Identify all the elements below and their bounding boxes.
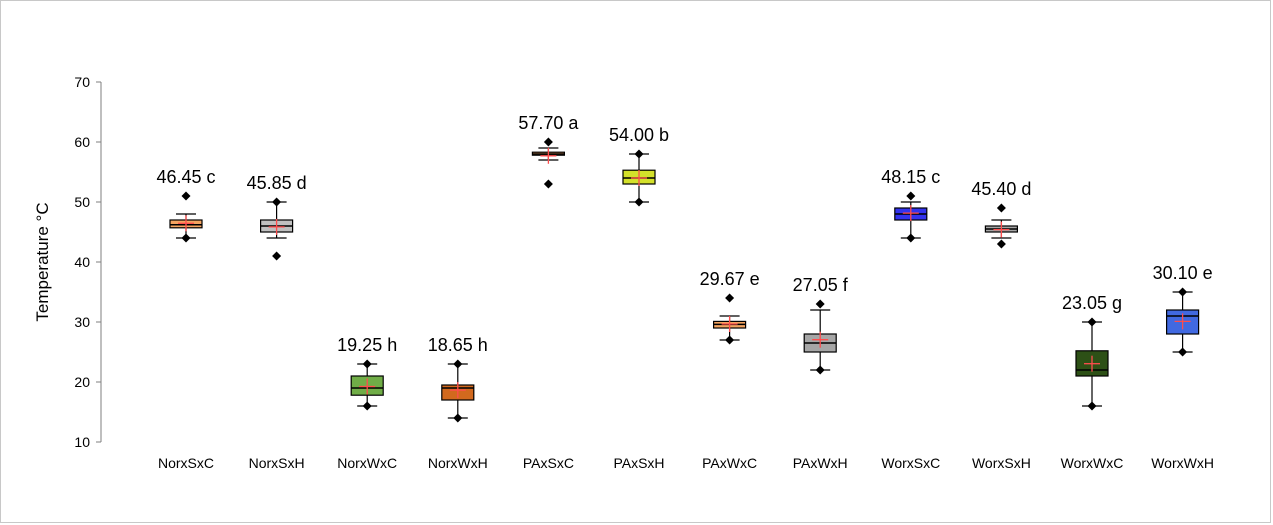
outlier-point xyxy=(543,137,553,147)
y-tick-label: 20 xyxy=(74,374,90,390)
annotation-label: 48.15 c xyxy=(881,167,940,187)
outlier-point xyxy=(634,197,644,207)
annotation-label: 45.85 d xyxy=(247,173,307,193)
outlier-point xyxy=(543,179,553,189)
outlier-point xyxy=(725,293,735,303)
box-PAxSxH: 54.00 b xyxy=(609,125,669,207)
y-tick-label: 40 xyxy=(74,254,90,270)
boxes-layer: 46.45 c 45.85 d 19.25 h 18.65 h 57.70 a 54.00… xyxy=(156,113,1213,423)
box-WorxWxH: 30.10 e xyxy=(1153,263,1213,357)
category-label: PAxWxH xyxy=(793,455,848,471)
y-tick-label: 30 xyxy=(74,314,90,330)
outlier-point xyxy=(906,191,916,201)
annotation-label: 27.05 f xyxy=(793,275,849,295)
y-tick-label: 10 xyxy=(74,434,90,450)
annotation-label: 30.10 e xyxy=(1153,263,1213,283)
outlier-point xyxy=(996,203,1006,213)
outlier-point xyxy=(815,299,825,309)
box-PAxSxC: 57.70 a xyxy=(518,113,579,189)
category-label: WorxSxH xyxy=(972,455,1031,471)
outlier-point xyxy=(815,365,825,375)
outlier-point xyxy=(1087,401,1097,411)
outlier-point xyxy=(272,251,282,261)
category-label: NorxWxC xyxy=(337,455,397,471)
outlier-point xyxy=(181,233,191,243)
outlier-point xyxy=(181,191,191,201)
box-NorxSxC: 46.45 c xyxy=(156,167,216,243)
x-axis-labels: NorxSxC NorxSxH NorxWxC NorxWxH PAxSxC PAxSxH… xyxy=(158,455,1214,471)
annotation-label: 29.67 e xyxy=(700,269,760,289)
category-label: NorxSxC xyxy=(158,455,214,471)
category-label: WorxSxC xyxy=(881,455,940,471)
annotation-label: 18.65 h xyxy=(428,335,488,355)
category-label: PAxWxC xyxy=(702,455,757,471)
outlier-point xyxy=(996,239,1006,249)
box-NorxWxH: 18.65 h xyxy=(428,335,488,423)
box-WorxWxC: 23.05 g xyxy=(1062,293,1122,411)
category-label: PAxSxH xyxy=(613,455,664,471)
annotation-label: 45.40 d xyxy=(971,179,1031,199)
box-PAxWxC: 29.67 e xyxy=(700,269,760,345)
category-label: WorxWxH xyxy=(1151,455,1214,471)
outlier-point xyxy=(634,149,644,159)
category-label: WorxWxC xyxy=(1061,455,1124,471)
outlier-point xyxy=(272,197,282,207)
outlier-point xyxy=(906,233,916,243)
outlier-point xyxy=(453,413,463,423)
box-PAxWxH: 27.05 f xyxy=(793,275,849,375)
y-tick-label: 70 xyxy=(74,74,90,90)
y-tick-label: 50 xyxy=(74,194,90,210)
box-NorxWxC: 19.25 h xyxy=(337,335,397,411)
annotation-label: 54.00 b xyxy=(609,125,669,145)
box-WorxSxH: 45.40 d xyxy=(971,179,1031,249)
outlier-point xyxy=(1178,287,1188,297)
y-axis-title: Temperature °C xyxy=(33,202,52,321)
annotation-label: 23.05 g xyxy=(1062,293,1122,313)
outlier-point xyxy=(725,335,735,345)
outlier-point xyxy=(453,359,463,369)
outlier-point xyxy=(1087,317,1097,327)
category-label: NorxWxH xyxy=(428,455,488,471)
annotation-label: 19.25 h xyxy=(337,335,397,355)
outlier-point xyxy=(362,401,372,411)
category-label: NorxSxH xyxy=(249,455,305,471)
category-label: PAxSxC xyxy=(523,455,574,471)
y-tick-label: 60 xyxy=(74,134,90,150)
annotation-label: 46.45 c xyxy=(156,167,215,187)
outlier-point xyxy=(1178,347,1188,357)
box-NorxSxH: 45.85 d xyxy=(247,173,307,261)
annotation-label: 57.70 a xyxy=(518,113,579,133)
box-WorxSxC: 48.15 c xyxy=(881,167,940,243)
y-axis: 10 20 30 40 50 60 70 xyxy=(74,74,102,450)
outlier-point xyxy=(362,359,372,369)
